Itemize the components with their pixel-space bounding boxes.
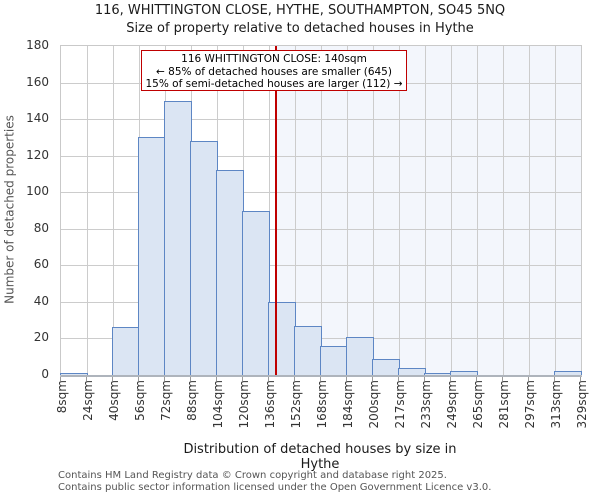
ytick-140: 140 xyxy=(26,111,49,126)
chart-title: 116, WHITTINGTON CLOSE, HYTHE, SOUTHAMPT… xyxy=(94,3,506,18)
vgridline-168sqm xyxy=(321,46,322,375)
xtick-24sqm: 24sqm xyxy=(80,380,95,421)
larger-than-marker-shaded-region xyxy=(275,46,581,375)
xtickmark-200sqm xyxy=(372,377,373,381)
xtickmark-329sqm xyxy=(580,377,581,381)
x-axis-label: Distribution of detached houses by size … xyxy=(183,442,457,472)
attribution-line-2: Contains public sector information licen… xyxy=(58,481,492,493)
xtick-152sqm: 152sqm xyxy=(288,380,303,429)
xtickmark-184sqm xyxy=(346,377,347,381)
callout-line-2: ← 85% of detached houses are smaller (64… xyxy=(156,65,392,78)
attribution-line-1: Contains HM Land Registry data © Crown c… xyxy=(58,470,447,481)
xtick-104sqm: 104sqm xyxy=(210,380,225,429)
bar-40sqm-to-56sqm-count-26 xyxy=(112,327,140,375)
xtick-88sqm: 88sqm xyxy=(184,380,199,421)
xtick-313sqm: 313sqm xyxy=(548,380,563,429)
vgridline-249sqm xyxy=(451,46,452,375)
ytick-100: 100 xyxy=(26,184,49,199)
xtickmark-72sqm xyxy=(164,377,165,381)
bar-249sqm-to-265sqm-count-2 xyxy=(450,371,478,375)
xtickmark-88sqm xyxy=(190,377,191,381)
bar-217sqm-to-233sqm-count-4 xyxy=(398,367,426,375)
ytick-0: 0 xyxy=(41,367,49,381)
ytick-40: 40 xyxy=(33,293,49,308)
xtickmark-8sqm xyxy=(60,377,61,381)
property-size-marker-line xyxy=(274,46,277,375)
xtickmark-40sqm xyxy=(112,377,113,381)
property-callout-box: 116 WHITTINGTON CLOSE: 140sqm ← 85% of d… xyxy=(141,50,407,91)
vgridline-233sqm xyxy=(425,46,426,375)
xtick-329sqm: 329sqm xyxy=(574,380,589,429)
xtickmark-56sqm xyxy=(138,377,139,381)
callout-line-1: 116 WHITTINGTON CLOSE: 140sqm xyxy=(181,53,367,65)
xtickmark-313sqm xyxy=(554,377,555,381)
bar-104sqm-to-120sqm-count-112 xyxy=(216,170,244,375)
xtickmark-152sqm xyxy=(294,377,295,381)
vgridline-24sqm xyxy=(87,46,88,375)
xtick-200sqm: 200sqm xyxy=(366,380,381,429)
bar-88sqm-to-104sqm-count-128 xyxy=(190,141,218,375)
vgridline-184sqm xyxy=(347,46,348,375)
ytick-20: 20 xyxy=(33,330,49,345)
xtickmark-297sqm xyxy=(528,377,529,381)
xtick-184sqm: 184sqm xyxy=(340,380,355,429)
vgridline-200sqm xyxy=(373,46,374,375)
callout-line-3: 15% of semi-detached houses are larger (… xyxy=(145,78,403,90)
vgridline-152sqm xyxy=(295,46,296,375)
xtick-168sqm: 168sqm xyxy=(314,380,329,429)
xtickmark-168sqm xyxy=(320,377,321,381)
xtick-136sqm: 136sqm xyxy=(262,380,277,429)
xtickmark-120sqm xyxy=(242,377,243,381)
bar-233sqm-to-249sqm-count-1 xyxy=(424,373,452,375)
plot-area: 116 WHITTINGTON CLOSE: 140sqm ← 85% of d… xyxy=(60,45,582,377)
bar-136sqm-to-152sqm-count-40 xyxy=(268,301,296,375)
vgridline-297sqm xyxy=(529,46,530,375)
ytick-80: 80 xyxy=(33,220,49,235)
bar-56sqm-to-72sqm-count-130 xyxy=(138,137,166,375)
xtick-120sqm: 120sqm xyxy=(236,380,251,429)
xtick-56sqm: 56sqm xyxy=(132,380,147,421)
xtickmark-217sqm xyxy=(398,377,399,381)
xtick-217sqm: 217sqm xyxy=(392,380,407,429)
xtickmark-233sqm xyxy=(424,377,425,381)
xtick-8sqm: 8sqm xyxy=(54,380,69,414)
chart-subtitle: Size of property relative to detached ho… xyxy=(126,21,474,36)
vgridline-313sqm xyxy=(555,46,556,375)
xtickmark-249sqm xyxy=(450,377,451,381)
y-axis-label: Number of detached properties xyxy=(2,115,17,304)
bar-168sqm-to-184sqm-count-16 xyxy=(320,345,348,375)
attribution-footer: Contains HM Land Registry data © Crown c… xyxy=(58,470,491,493)
bar-8sqm-to-24sqm-count-1 xyxy=(60,373,88,375)
xtickmark-265sqm xyxy=(476,377,477,381)
vgridline-281sqm xyxy=(503,46,504,375)
xtickmark-136sqm xyxy=(268,377,269,381)
xtick-281sqm: 281sqm xyxy=(496,380,511,429)
vgridline-265sqm xyxy=(477,46,478,375)
bar-313sqm-to-329sqm-count-2 xyxy=(554,371,582,375)
bar-184sqm-to-200sqm-count-21 xyxy=(346,336,374,375)
bar-72sqm-to-88sqm-count-150 xyxy=(164,100,192,375)
vgridline-40sqm xyxy=(113,46,114,375)
xtick-40sqm: 40sqm xyxy=(106,380,121,421)
ytick-60: 60 xyxy=(33,257,49,272)
xtick-233sqm: 233sqm xyxy=(418,380,433,429)
xtick-265sqm: 265sqm xyxy=(470,380,485,429)
xtickmark-281sqm xyxy=(502,377,503,381)
bar-152sqm-to-168sqm-count-27 xyxy=(294,325,322,375)
xtick-72sqm: 72sqm xyxy=(158,380,173,421)
ytick-120: 120 xyxy=(26,147,49,162)
ytick-160: 160 xyxy=(26,74,49,89)
xtickmark-104sqm xyxy=(216,377,217,381)
ytick-180: 180 xyxy=(26,38,49,52)
bar-200sqm-to-217sqm-count-9 xyxy=(372,358,400,375)
xtick-297sqm: 297sqm xyxy=(522,380,537,429)
xtickmark-24sqm xyxy=(86,377,87,381)
xtick-249sqm: 249sqm xyxy=(444,380,459,429)
bar-120sqm-to-136sqm-count-90 xyxy=(242,210,270,375)
vgridline-217sqm xyxy=(399,46,400,375)
